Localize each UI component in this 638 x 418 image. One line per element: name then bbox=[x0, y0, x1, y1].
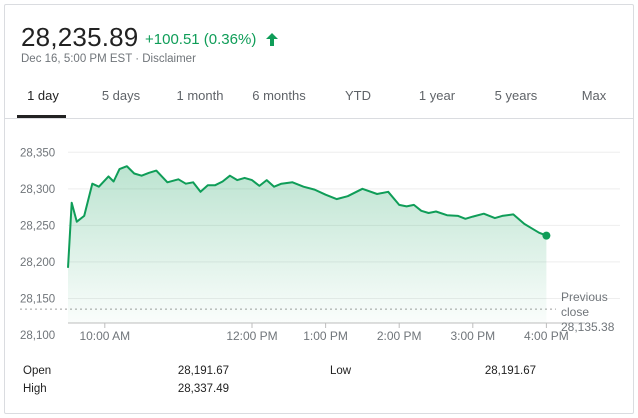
x-tick-label: 2:00 PM bbox=[377, 329, 422, 343]
y-tick-label: 28,350 bbox=[20, 147, 55, 159]
tab-ytd[interactable]: YTD bbox=[345, 88, 371, 103]
y-tick-label: 28,200 bbox=[20, 257, 55, 269]
last-price-dot bbox=[542, 231, 551, 240]
price-change: +100.51 (0.36%) bbox=[145, 31, 257, 48]
y-tick-label: 28,250 bbox=[20, 220, 55, 232]
high-value: 28,337.49 bbox=[177, 383, 229, 395]
x-tick-label: 10:00 AM bbox=[79, 329, 130, 343]
x-tick-label: 3:00 PM bbox=[450, 329, 495, 343]
previous-close-label: Previous bbox=[561, 290, 608, 304]
active-tab-indicator bbox=[17, 115, 66, 118]
open-label: Open bbox=[23, 365, 52, 377]
previous-close-label: close bbox=[561, 305, 589, 319]
tab-1-year[interactable]: 1 year bbox=[418, 88, 456, 103]
price-area-fill bbox=[68, 166, 547, 323]
open-value: 28,191.67 bbox=[177, 365, 229, 377]
tab-1-month[interactable]: 1 month bbox=[176, 88, 224, 103]
y-tick-label: 28,100 bbox=[20, 330, 55, 342]
x-tick-label: 1:00 PM bbox=[303, 329, 348, 343]
price-line bbox=[67, 165, 547, 268]
stock-card bbox=[4, 4, 634, 414]
low-value: 28,191.67 bbox=[484, 365, 536, 377]
x-tick-label: 4:00 PM bbox=[524, 329, 569, 343]
y-tick-label: 28,150 bbox=[20, 293, 55, 305]
current-price: 28,235.89 bbox=[21, 22, 139, 52]
tab-5-days[interactable]: 5 days bbox=[101, 88, 141, 103]
low-label: Low bbox=[330, 365, 352, 377]
high-label: High bbox=[23, 383, 47, 395]
date-disclaimer[interactable]: Dec 16, 5:00 PM EST · Disclaimer bbox=[21, 53, 196, 65]
tab-max[interactable]: Max bbox=[581, 88, 607, 103]
y-tick-label: 28,300 bbox=[20, 184, 55, 196]
previous-close-label: 28,135.38 bbox=[561, 320, 615, 334]
arrow-up-icon bbox=[266, 33, 278, 46]
tab-1-day[interactable]: 1 day bbox=[27, 88, 59, 103]
tab-6-months[interactable]: 6 months bbox=[252, 88, 306, 103]
tabs-divider bbox=[5, 118, 633, 119]
intraday-chart[interactable]: 28,350 28,300 28,250 28,200 28,150 28,100 10:0… bbox=[0, 120, 638, 350]
tab-5-years[interactable]: 5 years bbox=[494, 88, 538, 103]
x-tick-label: 12:00 PM bbox=[226, 329, 277, 343]
